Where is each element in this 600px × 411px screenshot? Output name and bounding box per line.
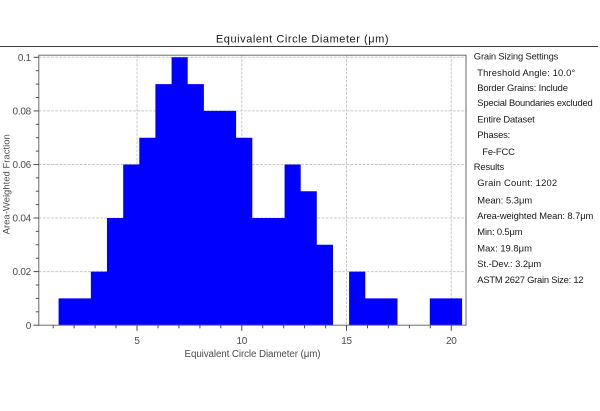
svg-text:Fe-FCC: Fe-FCC: [482, 146, 515, 157]
svg-text:0.04: 0.04: [13, 214, 32, 225]
svg-text:Equivalent Circle Diameter (μm: Equivalent Circle Diameter (μm): [185, 349, 321, 360]
svg-text:ASTM 2627 Grain Size: 12: ASTM 2627 Grain Size: 12: [477, 274, 583, 285]
svg-text:Grain Sizing Settings: Grain Sizing Settings: [474, 51, 559, 62]
svg-text:Max: 19.8μm: Max: 19.8μm: [477, 242, 532, 253]
svg-text:St.-Dev.: 3.2μm: St.-Dev.: 3.2μm: [477, 258, 541, 269]
svg-text:Equivalent Circle Diameter (μm: Equivalent Circle Diameter (μm): [216, 34, 389, 46]
svg-text:0.08: 0.08: [13, 107, 32, 118]
svg-text:Area-weighted Mean: 8.7μm: Area-weighted Mean: 8.7μm: [477, 210, 593, 221]
svg-text:Min: 0.5μm: Min: 0.5μm: [477, 226, 522, 237]
svg-text:10: 10: [236, 336, 247, 347]
svg-text:0.1: 0.1: [18, 53, 32, 64]
svg-text:Area-Weighted Fraction: Area-Weighted Fraction: [1, 134, 12, 234]
svg-text:0.02: 0.02: [13, 267, 32, 278]
svg-text:0.06: 0.06: [13, 160, 32, 171]
svg-text:0: 0: [26, 321, 32, 332]
svg-text:15: 15: [341, 336, 352, 347]
svg-text:Threshold Angle: 10.0°: Threshold Angle: 10.0°: [477, 67, 575, 78]
svg-text:5: 5: [134, 336, 140, 347]
svg-text:Border Grains: Include: Border Grains: Include: [477, 82, 568, 93]
svg-text:Mean: 5.3μm: Mean: 5.3μm: [477, 195, 532, 206]
svg-text:Phases:: Phases:: [477, 129, 510, 140]
svg-text:Grain Count: 1202: Grain Count: 1202: [477, 177, 557, 188]
svg-text:Special Boundaries excluded: Special Boundaries excluded: [477, 97, 592, 108]
svg-text:20: 20: [446, 336, 457, 347]
svg-text:Entire Dataset: Entire Dataset: [477, 114, 535, 125]
svg-text:Results: Results: [474, 161, 505, 172]
